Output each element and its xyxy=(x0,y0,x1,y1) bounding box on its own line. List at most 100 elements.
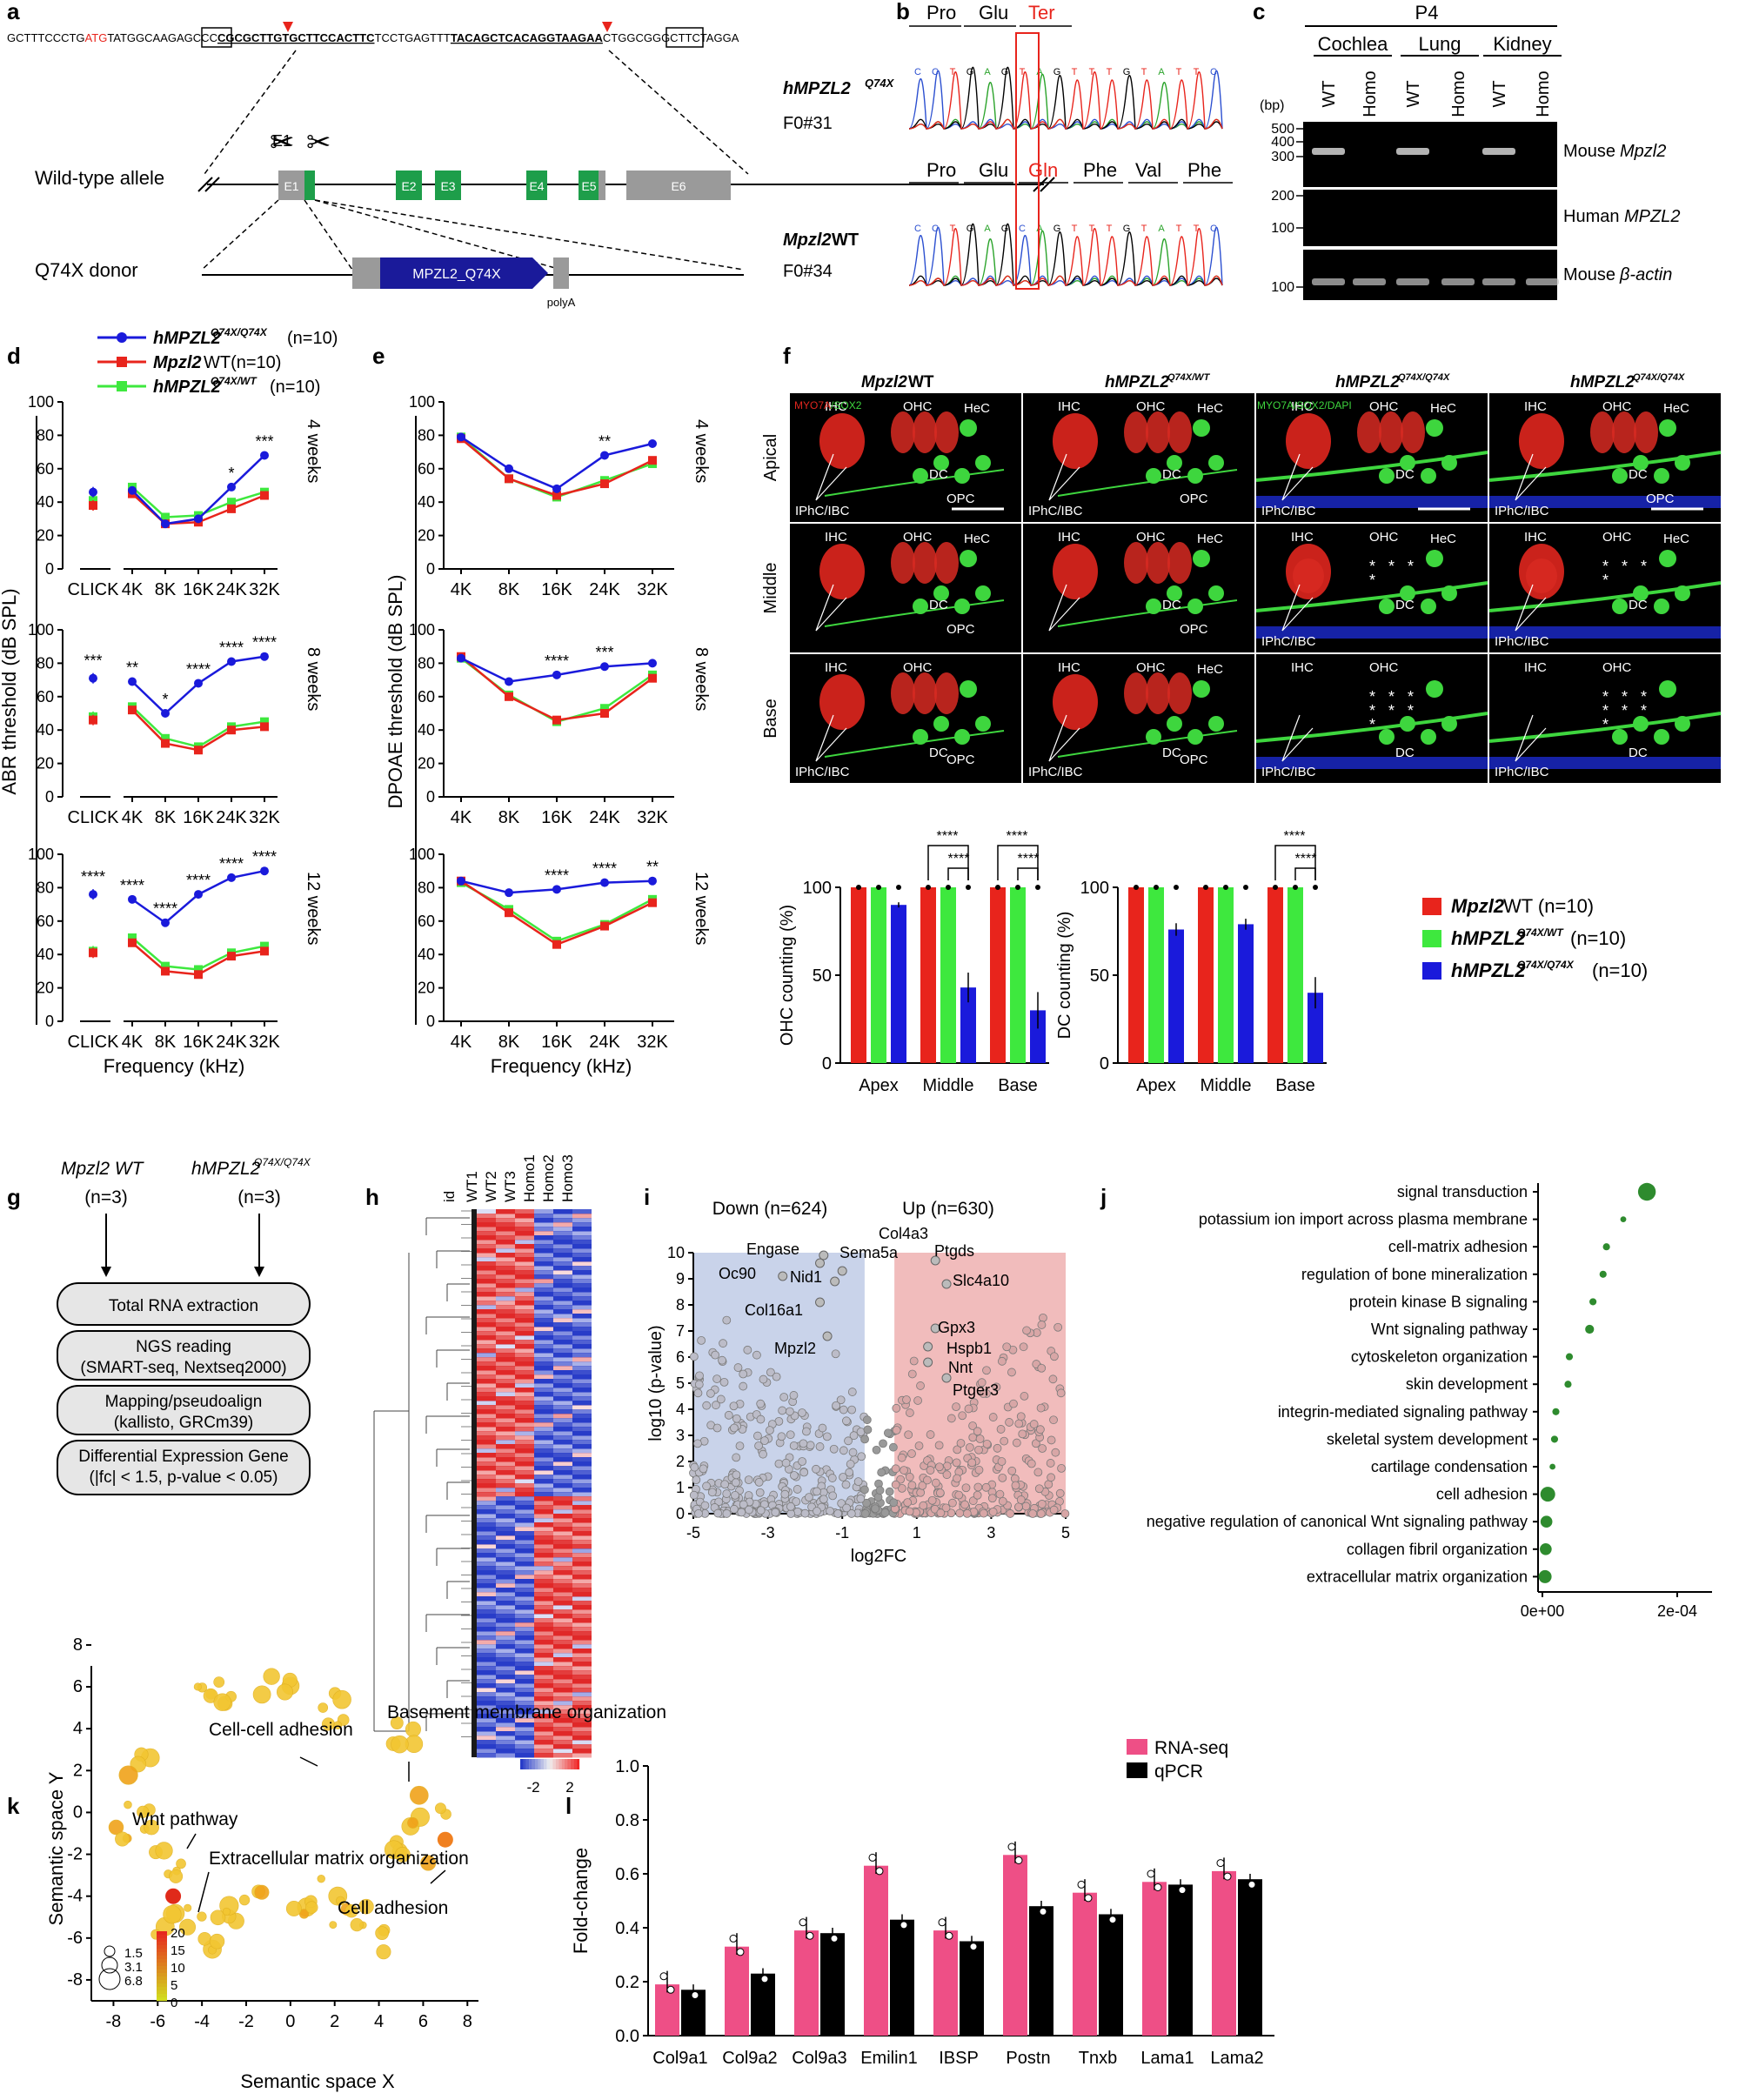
heatmap-cell xyxy=(515,1596,534,1602)
replicate-dot xyxy=(876,885,881,890)
sig-bracket xyxy=(1274,845,1316,880)
heatmap-cell xyxy=(515,1714,534,1719)
heatmap-cell xyxy=(534,1544,553,1549)
data-point xyxy=(227,498,236,507)
heatmap-cell xyxy=(553,1588,572,1593)
x-tick-label: 8K xyxy=(498,580,520,599)
down-region xyxy=(693,1253,865,1514)
annotation-pointer xyxy=(186,1833,197,1849)
x-tick-label: Apex xyxy=(1136,1076,1176,1095)
heatmap-cell xyxy=(553,1418,572,1423)
replicate-dot xyxy=(1015,885,1020,890)
iphc-label: IPhC/IBC xyxy=(1495,765,1549,779)
gene-point xyxy=(737,1508,746,1517)
heatmap-cell xyxy=(534,1270,553,1275)
sox2-nucleus xyxy=(1421,468,1436,484)
heatmap-cell xyxy=(572,1314,592,1319)
gene-point xyxy=(842,1503,852,1513)
heatmap-cell xyxy=(572,1592,592,1597)
gene-point xyxy=(812,1464,820,1474)
heatmap-cell xyxy=(534,1548,553,1554)
heatmap-cell xyxy=(534,1553,553,1558)
legend-marker xyxy=(117,381,127,391)
heatmap-cell xyxy=(553,1470,572,1475)
gene-point xyxy=(975,1435,985,1443)
heatmap-cell xyxy=(477,1466,496,1471)
heatmap-col-label: Homo2 xyxy=(540,1154,557,1202)
base-call: G xyxy=(1123,224,1131,234)
gene-point xyxy=(745,1505,753,1515)
replicate-dot xyxy=(1147,1869,1155,1878)
heatmap-cell xyxy=(553,1553,572,1558)
heatmap-cell xyxy=(477,1492,496,1497)
data-point xyxy=(648,673,657,683)
gene-point xyxy=(953,1474,961,1483)
go-term-dot xyxy=(1540,1515,1553,1528)
heatmap-cell xyxy=(534,1401,553,1406)
heatmap-cell xyxy=(553,1527,572,1532)
green-stripe xyxy=(1255,581,1488,612)
data-point xyxy=(260,722,269,732)
go-term-label: skeletal system development xyxy=(1327,1430,1528,1448)
cassette-label: MPZL2_Q74X xyxy=(412,267,501,282)
ihc-cell xyxy=(1519,413,1564,469)
hec-nucleus xyxy=(1426,419,1443,437)
data-point-click xyxy=(89,673,97,683)
x-tick-label: Middle xyxy=(1201,1076,1252,1095)
exon5-utr xyxy=(599,171,605,200)
replicate-dot xyxy=(946,885,951,890)
heatmap-cell xyxy=(553,1361,572,1367)
legend-rest: (n=10) xyxy=(287,329,338,348)
pipeline-text: Mapping/pseudoalign xyxy=(105,1393,263,1411)
heatmap-cell xyxy=(515,1579,534,1584)
data-point xyxy=(552,484,561,493)
heatmap-cell xyxy=(572,1461,592,1467)
ihc-label: IHC xyxy=(825,530,847,545)
gene-point xyxy=(813,1507,821,1515)
colorscale xyxy=(529,1759,532,1769)
qpcr-bar xyxy=(1238,1879,1262,2036)
significance-stars: **** xyxy=(120,877,144,894)
heatmap-cell xyxy=(477,1662,496,1667)
sox2-nucleus xyxy=(1379,729,1395,745)
heatmap-cell xyxy=(515,1287,534,1293)
go-term-dot xyxy=(1549,1463,1556,1470)
heatmap-cell xyxy=(496,1461,515,1467)
abr-ylabel: ABR threshold (dB SPL) xyxy=(0,588,20,794)
base-call: T xyxy=(1089,224,1095,234)
color-legend xyxy=(157,1942,167,1946)
heatmap-cell xyxy=(572,1601,592,1606)
heatmap-cell xyxy=(534,1592,553,1597)
color-legend xyxy=(157,1973,167,1977)
heatmap-cell xyxy=(477,1370,496,1375)
base-call: A xyxy=(1036,224,1043,234)
ihc-label: IHC xyxy=(1524,660,1547,675)
gene-point xyxy=(724,1410,733,1420)
heatmap-cell xyxy=(496,1361,515,1367)
heatmap-cell xyxy=(496,1292,515,1297)
heatmap-cell xyxy=(515,1653,534,1658)
heatmap-cell xyxy=(572,1670,592,1675)
pointer-line xyxy=(1515,453,1534,501)
heatmap-cell xyxy=(534,1714,553,1719)
dpoae-ylabel: DPOAE threshold (dB SPL) xyxy=(385,574,406,808)
go-term-bubble xyxy=(391,1735,409,1754)
heatmap-cell xyxy=(553,1627,572,1632)
data-point xyxy=(260,652,269,661)
heatmap-cell xyxy=(572,1657,592,1662)
dc-label: DC xyxy=(929,467,948,482)
heatmap-cell xyxy=(515,1453,534,1458)
heatmap-cell xyxy=(477,1266,496,1271)
heatmap-cell xyxy=(477,1579,496,1584)
colorscale xyxy=(525,1759,530,1769)
gene-point xyxy=(979,1508,988,1518)
ohc-cell xyxy=(1146,542,1170,584)
ohc-label: OHC xyxy=(903,530,933,545)
labeled-gene-point xyxy=(837,1266,847,1276)
replicate-dot xyxy=(900,1921,908,1929)
pointer-line xyxy=(1048,727,1080,762)
gene-point xyxy=(799,1468,809,1477)
base-call: T xyxy=(1176,224,1182,234)
ohc-label: OHC xyxy=(1369,660,1399,675)
pointer-line xyxy=(1515,597,1547,632)
